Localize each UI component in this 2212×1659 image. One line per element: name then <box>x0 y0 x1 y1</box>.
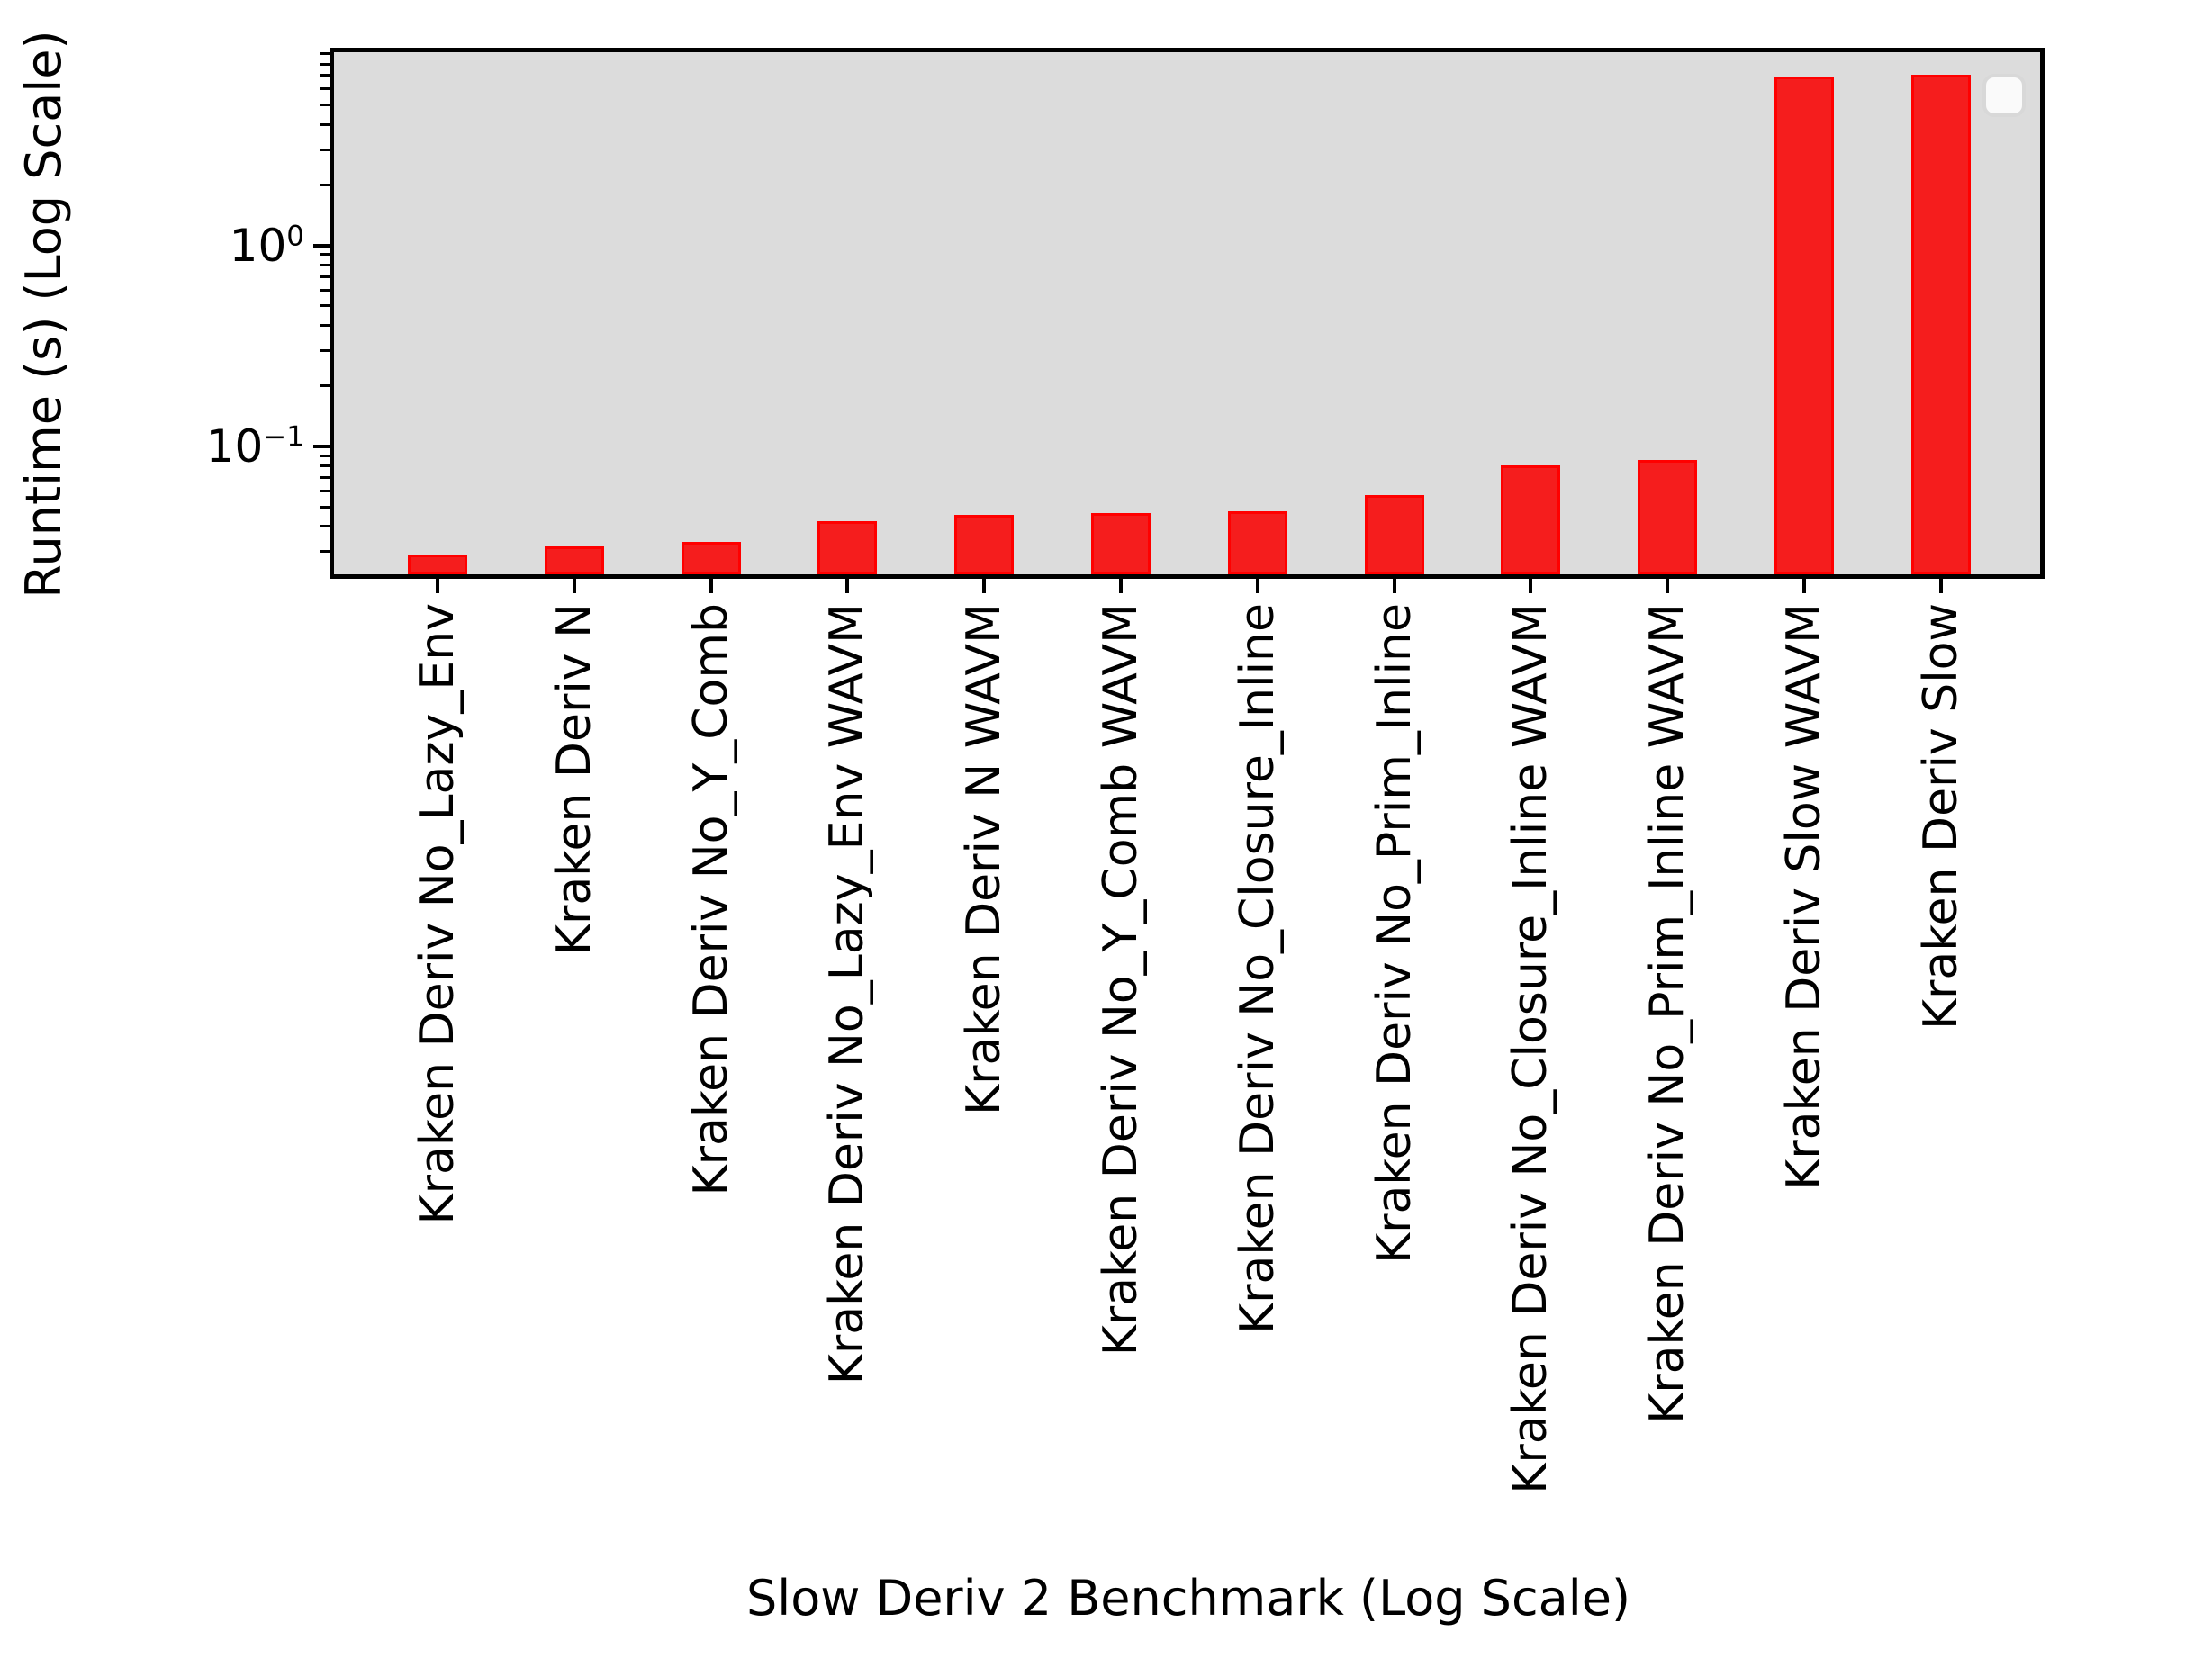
bar <box>1501 465 1561 574</box>
y-tick-minor <box>320 476 330 480</box>
y-tick-minor <box>320 87 330 91</box>
bar <box>681 542 741 574</box>
x-tick-label: Kraken Deriv N <box>546 603 601 956</box>
x-tick-label: Kraken Deriv No_Closure_Inline <box>1230 603 1285 1334</box>
x-tick-label: Kraken Deriv No_Y_Comb <box>683 603 738 1196</box>
bar <box>1774 77 1834 574</box>
y-tick-minor <box>320 505 330 509</box>
x-tick <box>1666 579 1670 593</box>
x-tick <box>845 579 850 593</box>
y-tick-minor <box>320 62 330 66</box>
legend <box>1982 74 2026 117</box>
y-tick-exponent: 0 <box>286 220 304 253</box>
bar <box>954 514 1015 574</box>
bar <box>1091 513 1151 574</box>
x-tick <box>572 579 576 593</box>
y-tick-minor <box>320 148 330 151</box>
y-tick-minor <box>320 263 330 266</box>
y-tick-minor <box>320 288 330 292</box>
x-tick-label: Kraken Deriv No_Lazy_Env WAVM <box>820 603 875 1385</box>
y-tick-minor <box>320 122 330 126</box>
y-tick-minor <box>320 324 330 328</box>
x-tick <box>709 579 713 593</box>
y-tick-minor <box>320 550 330 554</box>
y-tick-label: 100 <box>230 220 304 268</box>
y-tick-exponent: −1 <box>263 420 304 454</box>
y-tick-base: 10 <box>229 219 287 272</box>
x-tick <box>982 579 987 593</box>
x-tick-label: Kraken Deriv No_Prim_Inline WAVM <box>1640 603 1695 1424</box>
x-tick <box>1802 579 1806 593</box>
x-tick-label: Kraken Deriv No_Prim_Inline <box>1367 603 1422 1265</box>
x-axis-title: Slow Deriv 2 Benchmark (Log Scale) <box>745 1570 1631 1627</box>
bar <box>1364 495 1424 574</box>
y-tick-minor <box>320 384 330 388</box>
bar <box>1638 460 1698 574</box>
y-tick-minor <box>320 490 330 493</box>
y-tick-minor <box>320 454 330 457</box>
x-tick <box>1529 579 1533 593</box>
y-tick-minor <box>320 304 330 308</box>
bar <box>1910 74 1971 574</box>
x-tick-label: Kraken Deriv Slow <box>1913 603 1968 1031</box>
x-tick-label: Kraken Deriv No_Closure_Inline WAVM <box>1503 603 1558 1494</box>
plot-area <box>330 48 2045 579</box>
y-tick-minor <box>320 275 330 278</box>
x-tick-label: Kraken Deriv N WAVM <box>957 603 1012 1115</box>
bar <box>544 545 604 574</box>
y-tick-minor <box>320 74 330 77</box>
x-tick <box>1119 579 1123 593</box>
x-tick-label: Kraken Deriv No_Y_Comb WAVM <box>1094 603 1148 1357</box>
y-tick-base: 10 <box>205 420 264 473</box>
y-tick-minor <box>320 525 330 528</box>
x-tick <box>1938 579 1943 593</box>
y-tick-minor <box>320 253 330 257</box>
x-tick <box>436 579 439 593</box>
x-tick <box>1392 579 1396 593</box>
y-tick-label: 10−1 <box>206 423 304 469</box>
x-tick-label: Kraken Deriv Slow WAVM <box>1777 603 1831 1190</box>
y-tick-major <box>313 445 330 448</box>
bar <box>1227 510 1287 574</box>
y-tick-minor <box>320 104 330 107</box>
y-tick-minor <box>320 464 330 468</box>
bar <box>408 555 467 574</box>
y-axis-title: Runtime (s) (Log Scale) <box>15 30 72 599</box>
bar <box>817 520 878 574</box>
x-tick <box>1255 579 1259 593</box>
y-tick-minor <box>320 183 330 186</box>
y-tick-minor <box>320 348 330 352</box>
x-tick-label: Kraken Deriv No_Lazy_Env <box>411 603 465 1225</box>
y-tick-minor <box>320 52 330 56</box>
y-tick-major <box>313 243 330 248</box>
